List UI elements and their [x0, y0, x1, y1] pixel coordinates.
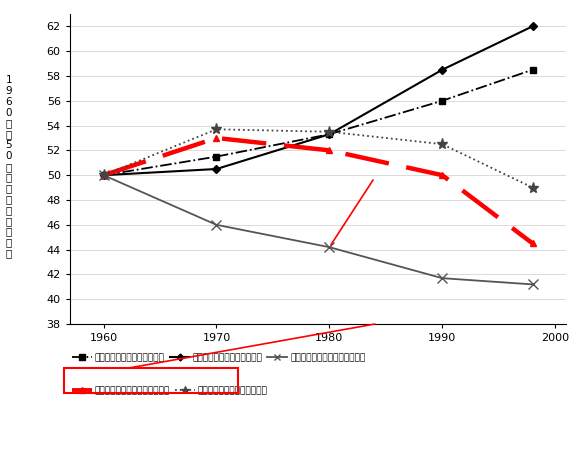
Text: 1
9
6
0
年
を
5
0
と
し
た
場
合
の
業
務
量: 1 9 6 0 年 を 5 0 と し た 場 合 の 業 務 量: [5, 75, 12, 258]
Legend: 知識経験によるルーティン業務, 手作業で行うルーティン業務: 知識経験によるルーティン業務, 手作業で行うルーティン業務: [71, 386, 267, 395]
